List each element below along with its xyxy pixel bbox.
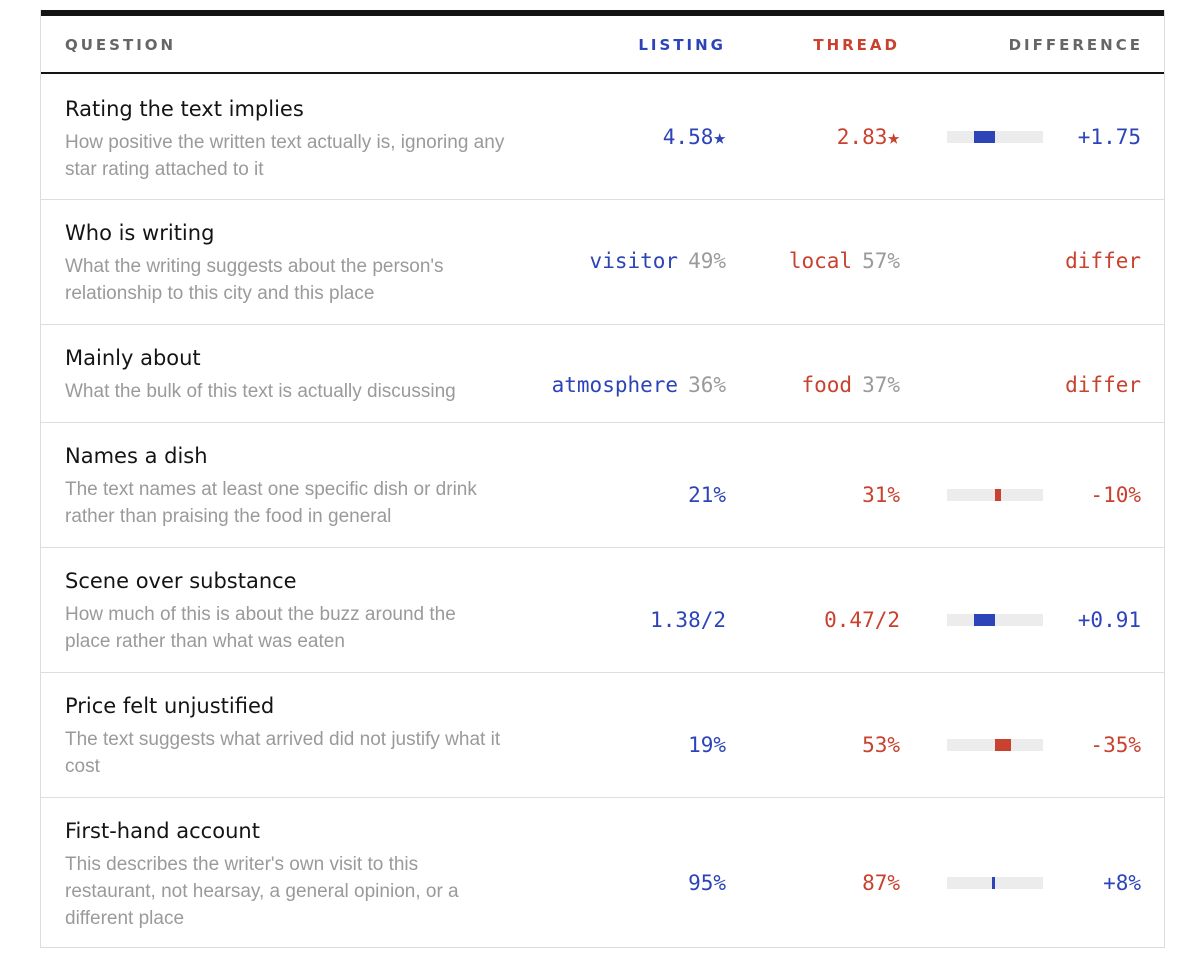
difference-bar [947,614,1043,626]
question-description: What the writing suggests about the pers… [65,256,444,304]
thread-value: local 57% [789,248,900,274]
thread-value-text: 53% [862,733,900,757]
listing-value: 1.38/2 [650,607,726,633]
difference-value: differ [1065,249,1141,273]
listing-value-text: 95% [688,871,726,895]
table-top-rule [41,10,1164,16]
listing-value-text: 19% [688,733,726,757]
thread-value: 87% [862,870,900,896]
question-description: This describes the writer's own visit to… [65,854,459,929]
listing-share: 36% [688,373,726,397]
question-title: Rating the text implies [65,97,304,121]
difference-bar [947,877,1043,889]
difference-value: -35% [1090,733,1141,757]
listing-value-text: 4.58★ [662,125,726,149]
question-title: First-hand account [65,819,260,843]
difference-value: +1.75 [1077,125,1141,149]
column-header-thread: THREAD [813,36,900,54]
listing-value-text: 1.38/2 [650,608,726,632]
listing-value-text: 21% [688,483,726,507]
listing-value-text: visitor [589,249,679,273]
difference-bar [947,739,1043,751]
question-description: What the bulk of this text is actually d… [65,381,456,402]
question-description: The text names at least one specific dis… [65,479,477,527]
table-row: Names a dish The text names at least one … [41,423,1164,548]
difference-value: -10% [1090,483,1141,507]
question-title: Scene over substance [65,569,297,593]
comparison-table: QUESTION LISTING THREAD DIFFERENCE Ratin… [40,10,1165,948]
thread-value-text: 31% [862,483,900,507]
question-description: How much of this is about the buzz aroun… [65,604,456,652]
thread-value: 53% [862,732,900,758]
difference-bar-fill [974,131,995,143]
listing-share: 49% [688,249,726,273]
difference-bar-fill [995,489,1001,501]
thread-value-text: local [788,249,853,273]
difference-value: +0.91 [1077,608,1141,632]
column-header-question: QUESTION [65,36,177,54]
difference-value: +8% [1103,871,1141,895]
table-header: QUESTION LISTING THREAD DIFFERENCE [41,16,1164,74]
table-row: Mainly about What the bulk of this text i… [41,325,1164,423]
question-title: Price felt unjustified [65,694,275,718]
column-header-listing: LISTING [638,36,726,54]
difference-bar [947,489,1043,501]
thread-value-text: 87% [862,871,900,895]
thread-value-text: food [801,373,853,397]
question-description: How positive the written text actually i… [65,132,505,180]
listing-value: 95% [688,870,726,896]
thread-value-text: 2.83★ [836,125,900,149]
table-row: Price felt unjustified The text suggests … [41,673,1164,798]
listing-value: 21% [688,482,726,508]
listing-value: visitor 49% [590,248,726,274]
thread-value: food 37% [801,372,900,398]
table-row: First-hand account This describes the wri… [41,798,1164,948]
listing-value: atmosphere 36% [552,372,726,398]
listing-value: 19% [688,732,726,758]
difference-bar [947,131,1043,143]
thread-share: 37% [862,373,900,397]
column-header-difference: DIFFERENCE [1008,36,1143,54]
table-row: Who is writing What the writing suggests … [41,200,1164,325]
difference-bar-fill [992,877,995,889]
difference-value: differ [1065,373,1141,397]
question-title: Mainly about [65,346,201,370]
difference-bar-fill [974,614,995,626]
thread-value: 2.83★ [837,124,900,150]
difference-bar-fill [995,739,1011,751]
thread-value: 31% [862,482,900,508]
thread-value: 0.47/2 [824,607,900,633]
question-title: Who is writing [65,221,215,245]
table-row: Rating the text implies How positive the … [41,74,1164,200]
thread-value-text: 0.47/2 [824,608,900,632]
thread-share: 57% [862,249,900,273]
question-title: Names a dish [65,444,208,468]
table-row: Scene over substance How much of this is … [41,548,1164,673]
listing-value-text: atmosphere [551,373,679,397]
question-description: The text suggests what arrived did not j… [65,729,501,777]
listing-value: 4.58★ [663,124,726,150]
